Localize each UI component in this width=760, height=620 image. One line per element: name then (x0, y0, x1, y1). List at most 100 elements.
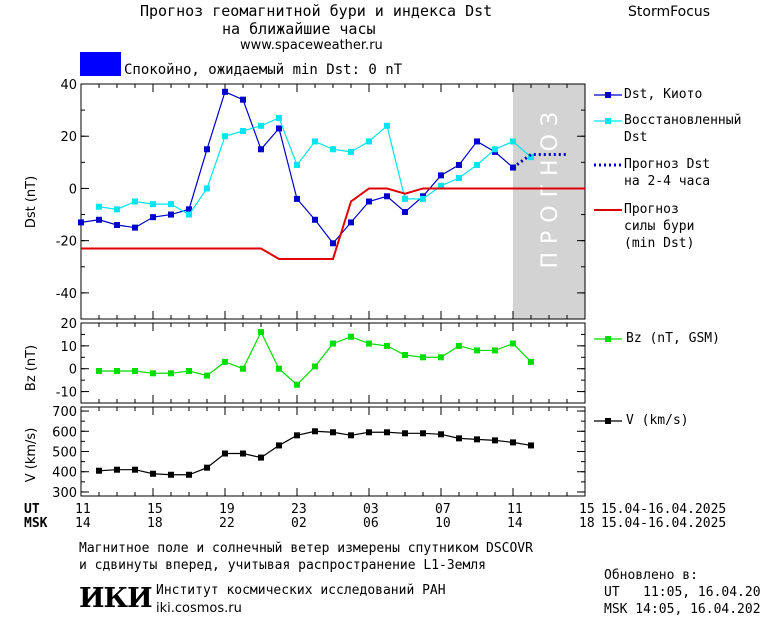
data-point (132, 466, 138, 473)
title-line-1: Прогноз геомагнитной бури и индекса Dst (140, 2, 493, 20)
updated-label: Обновлено в: (604, 568, 698, 583)
data-point (258, 122, 264, 129)
series-line-0-2 (512, 153, 567, 169)
data-point (132, 368, 138, 374)
msk-tick-label: 02 (291, 516, 307, 531)
legend-storm-3: (min Dst) (624, 236, 695, 251)
ut-tick-label: 19 (219, 502, 235, 517)
data-point (438, 354, 444, 361)
data-point (456, 342, 462, 349)
data-point (240, 450, 246, 457)
data-point (528, 358, 534, 365)
data-point (204, 146, 210, 153)
y-axis-label: Bz (nT) (24, 345, 39, 391)
ut-tick-label: 11 (75, 502, 91, 517)
data-point (204, 185, 210, 192)
y-tick-label: -20 (56, 235, 77, 250)
y-tick-label: 500 (52, 446, 77, 461)
data-point (528, 154, 534, 161)
y-tick-label: -10 (56, 386, 77, 401)
msk-tick-label: 14 (507, 516, 523, 531)
panel-frame (80, 406, 586, 497)
data-point (258, 329, 264, 336)
footer-note-2: и сдвинуты вперед, учитывая распростране… (79, 558, 486, 573)
data-point (114, 206, 120, 213)
data-point (258, 146, 264, 153)
data-point (222, 88, 228, 95)
status-text: Спокойно, ожидаемый min Dst: 0 nT (124, 62, 403, 78)
data-point (132, 198, 138, 205)
data-point (168, 211, 174, 218)
data-point (510, 138, 516, 145)
ut-label: UT (24, 502, 40, 517)
data-point (222, 133, 228, 140)
data-point (240, 128, 246, 134)
y-tick-label: 700 (52, 405, 77, 420)
legend-dst-restored-1: Восстановленный (624, 113, 742, 128)
data-point (456, 161, 462, 168)
data-point (510, 439, 516, 446)
series-storm-forecast-line (81, 187, 585, 260)
legend-storm-1: Прогноз (624, 202, 679, 217)
msk-tick-label: 22 (219, 516, 235, 531)
legend-dst-forecast-1: Прогноз Dst (624, 157, 711, 172)
data-point (492, 146, 498, 153)
time-axis-ticks (594, 92, 622, 424)
data-point (402, 430, 408, 437)
data-point (294, 381, 300, 388)
data-point (348, 148, 354, 155)
series-line-2-0 (98, 430, 532, 476)
forecast-region (513, 84, 585, 319)
title-line-2: на ближайшие часы (222, 20, 376, 38)
data-point (96, 368, 102, 374)
data-point (204, 464, 210, 471)
data-point (474, 347, 480, 354)
data-point (114, 368, 120, 374)
institute-site[interactable]: iki.cosmos.ru (156, 601, 242, 616)
series-line-1-0 (99, 330, 532, 386)
data-point (150, 470, 156, 477)
data-point (384, 342, 390, 349)
data-point (276, 114, 282, 121)
y-tick-label: 40 (60, 78, 77, 93)
data-point (510, 340, 516, 347)
panel-frame (80, 83, 586, 320)
v-panel: 300 400 500 600 700 V (km/s) (24, 405, 586, 501)
data-point (474, 161, 480, 168)
data-point (276, 125, 282, 132)
msk-tick-label: 18 (579, 516, 595, 531)
data-point (384, 429, 390, 436)
footer-note-1: Магнитное поле и солнечный ветер измерен… (79, 541, 533, 556)
data-point (96, 467, 102, 474)
data-point (168, 370, 174, 377)
data-point (186, 211, 192, 218)
data-point (438, 172, 444, 179)
data-point (258, 454, 264, 461)
date-range-msk: 15.04-16.04.2025 (601, 516, 727, 531)
source-url[interactable]: www.spaceweather.ru (240, 38, 383, 53)
y-tick-label: 20 (60, 317, 77, 332)
data-point (240, 96, 246, 103)
series-line-0-1 (98, 117, 532, 216)
data-point (492, 347, 498, 354)
data-point (366, 198, 372, 205)
data-point (150, 201, 156, 208)
data-point (96, 203, 102, 210)
data-point (96, 216, 102, 223)
data-point (456, 175, 462, 181)
legend-bz: Bz (nT, GSM) (626, 331, 720, 346)
data-point (168, 471, 174, 478)
y-tick-label: 400 (52, 466, 77, 481)
ut-tick-label: 07 (435, 502, 451, 517)
data-point (114, 222, 120, 228)
data-point (366, 138, 372, 145)
data-point (474, 436, 480, 443)
data-point (366, 340, 372, 347)
data-point (276, 442, 282, 449)
brand-name: StormFocus (628, 4, 711, 20)
data-point (186, 471, 192, 478)
updated-msk: MSK 14:05, 16.04.2025 (604, 602, 760, 617)
data-point (312, 428, 318, 435)
data-point (330, 340, 336, 347)
data-point (204, 372, 210, 379)
